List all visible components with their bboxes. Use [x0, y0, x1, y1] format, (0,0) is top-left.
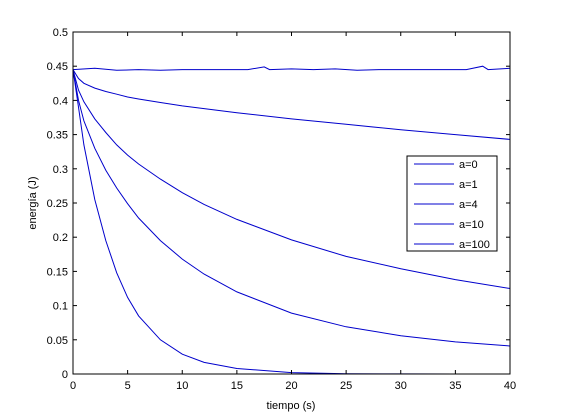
y-tick-label: 0.45 [47, 61, 68, 73]
x-tick-label: 30 [395, 380, 407, 392]
legend-label: a=0 [459, 159, 478, 171]
x-tick-label: 5 [125, 380, 131, 392]
series-line-a=10 [72, 69, 511, 347]
legend-label: a=100 [459, 239, 490, 251]
legend-label: a=4 [459, 199, 478, 211]
y-tick-label: 0.25 [47, 198, 68, 210]
series-line-a=1 [72, 69, 511, 140]
series-line-a=4 [72, 69, 511, 289]
y-tick-label: 0.3 [53, 164, 68, 176]
y-tick-label: 0.15 [47, 266, 68, 278]
y-tick-label: 0 [62, 369, 68, 381]
y-tick-label: 0.05 [47, 335, 68, 347]
legend: a=0 a=1 a=4 a=10 a=100 [406, 155, 498, 252]
y-axis-ticks: 0 0.05 0.1 0.15 0.2 0.25 0.3 0.35 0.4 0.45 0.5 [47, 27, 510, 381]
x-tick-label: 35 [449, 380, 461, 392]
y-tick-label: 0.35 [47, 130, 68, 142]
legend-label: a=1 [459, 179, 478, 191]
y-axis-label: energía (J) [27, 176, 39, 229]
x-axis-ticks: 0 5 10 15 20 25 30 35 40 [70, 32, 516, 392]
x-tick-label: 0 [70, 380, 76, 392]
x-axis-label: tiempo (s) [267, 400, 316, 412]
legend-label: a=10 [459, 219, 484, 231]
x-tick-label: 25 [340, 380, 352, 392]
x-tick-label: 10 [176, 380, 188, 392]
y-tick-label: 0.2 [53, 232, 68, 244]
y-tick-label: 0.5 [53, 27, 68, 39]
series-line-a=0 [72, 65, 511, 71]
x-tick-label: 15 [231, 380, 243, 392]
y-tick-label: 0.4 [53, 95, 68, 107]
x-tick-label: 20 [285, 380, 297, 392]
x-tick-label: 40 [504, 380, 516, 392]
y-tick-label: 0.1 [53, 301, 68, 313]
